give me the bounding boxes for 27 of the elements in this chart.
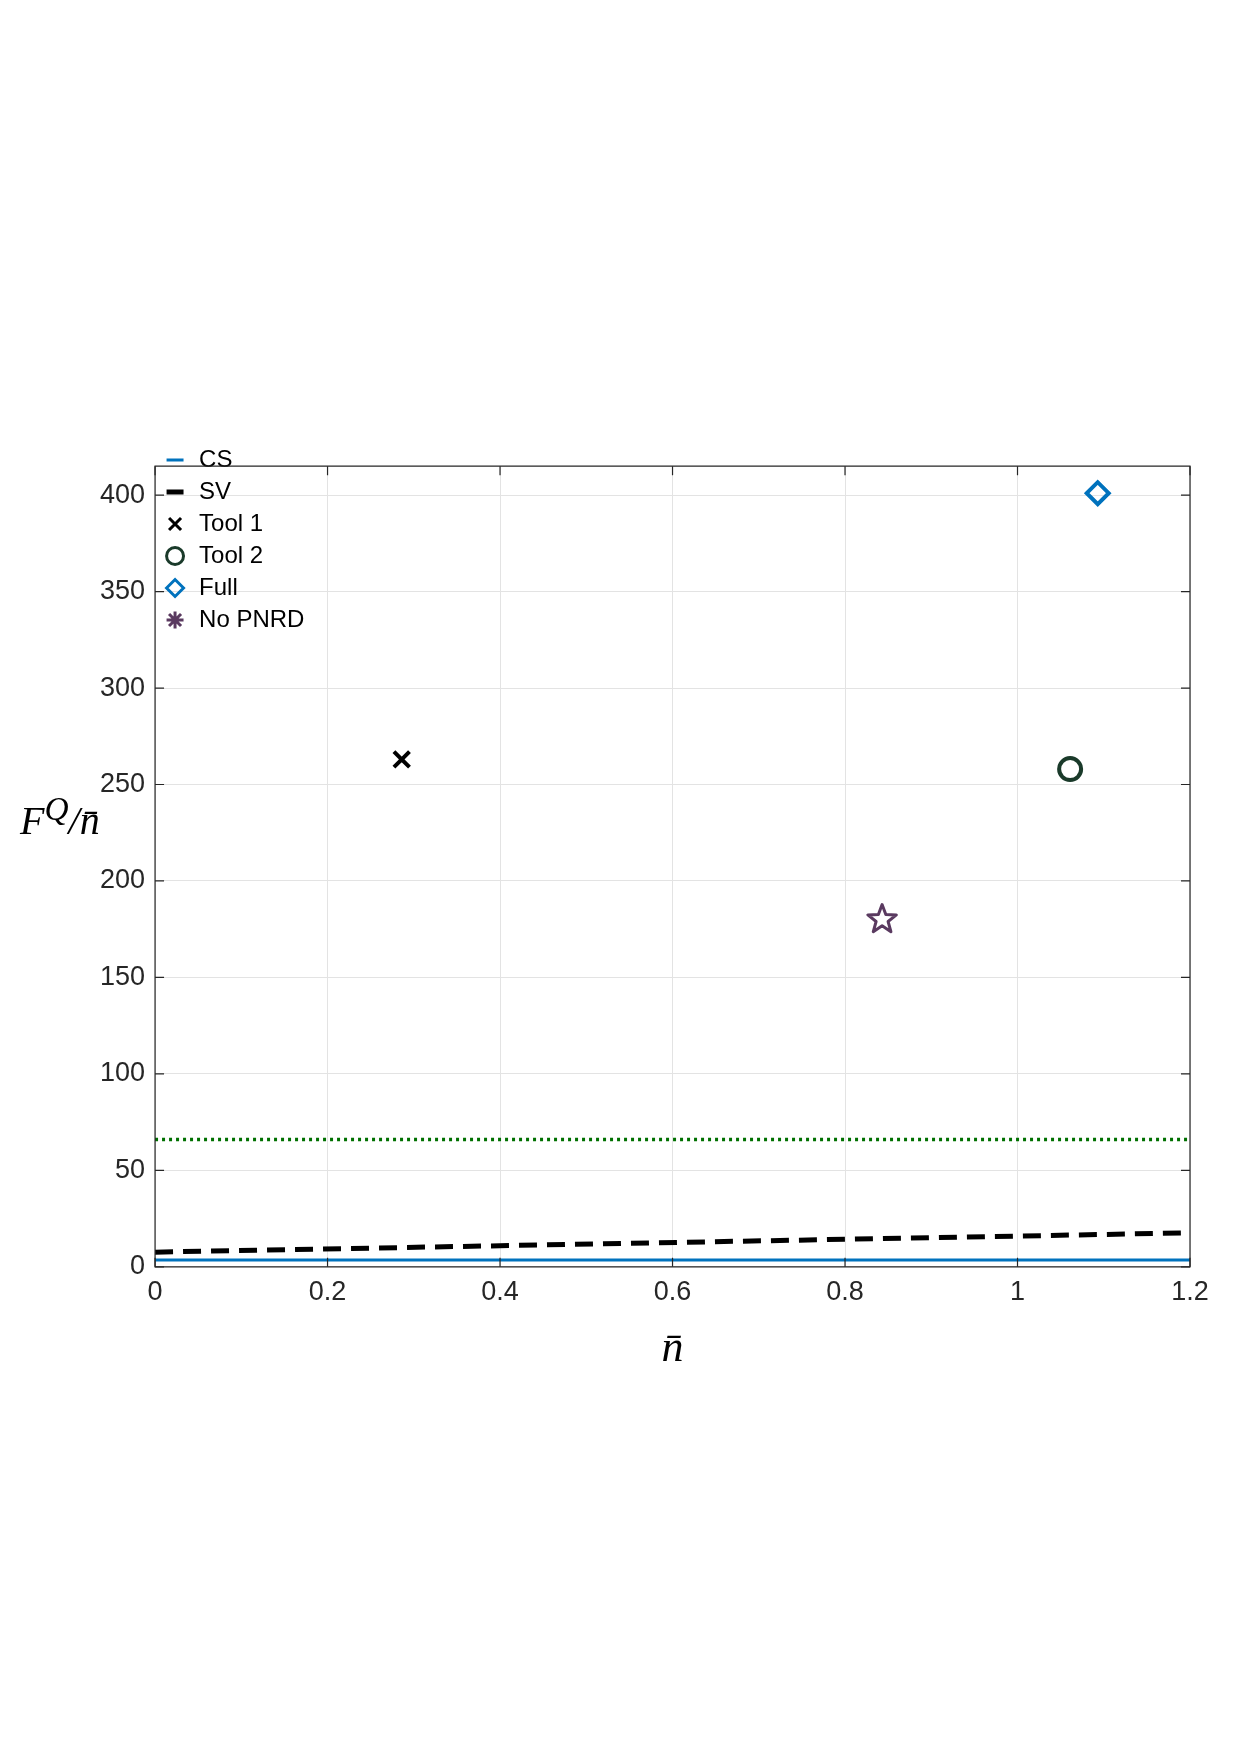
y-tick-label: 150 <box>99 960 146 991</box>
y-tick-label: 100 <box>99 1057 146 1088</box>
legend-label: SV <box>199 476 232 504</box>
legend-label: Tool 1 <box>199 508 264 536</box>
y-tick-label: 0 <box>130 1250 146 1281</box>
y-tick-label: 350 <box>99 575 146 606</box>
legend-label: No PNRD <box>199 604 305 632</box>
x-tick-label: 1.2 <box>1171 1276 1209 1307</box>
y-axis-title: F$^{Q}$/n̄ <box>20 790 100 845</box>
x-tick-label: 0.8 <box>826 1276 864 1307</box>
point <box>1057 756 1084 783</box>
y-tick-label: 50 <box>115 1153 146 1184</box>
legend-label: Full <box>199 572 238 600</box>
x-axis-title: n̄ <box>661 1322 684 1372</box>
legend-label: CS <box>199 444 233 472</box>
x-tick-label: 0.6 <box>653 1276 692 1307</box>
point <box>866 903 898 934</box>
y-tick-label: 250 <box>99 767 146 798</box>
y-tick-label: 200 <box>99 864 146 895</box>
y-tick-label: 300 <box>99 671 146 702</box>
legend-label: Tool 2 <box>199 540 264 568</box>
x-tick-label: 1 <box>1009 1276 1026 1307</box>
x-tick-label: 0.2 <box>308 1276 347 1307</box>
point <box>391 749 412 770</box>
point <box>1084 480 1111 507</box>
y-tick-label: 400 <box>99 478 146 509</box>
x-tick-label: 0.4 <box>481 1276 519 1307</box>
